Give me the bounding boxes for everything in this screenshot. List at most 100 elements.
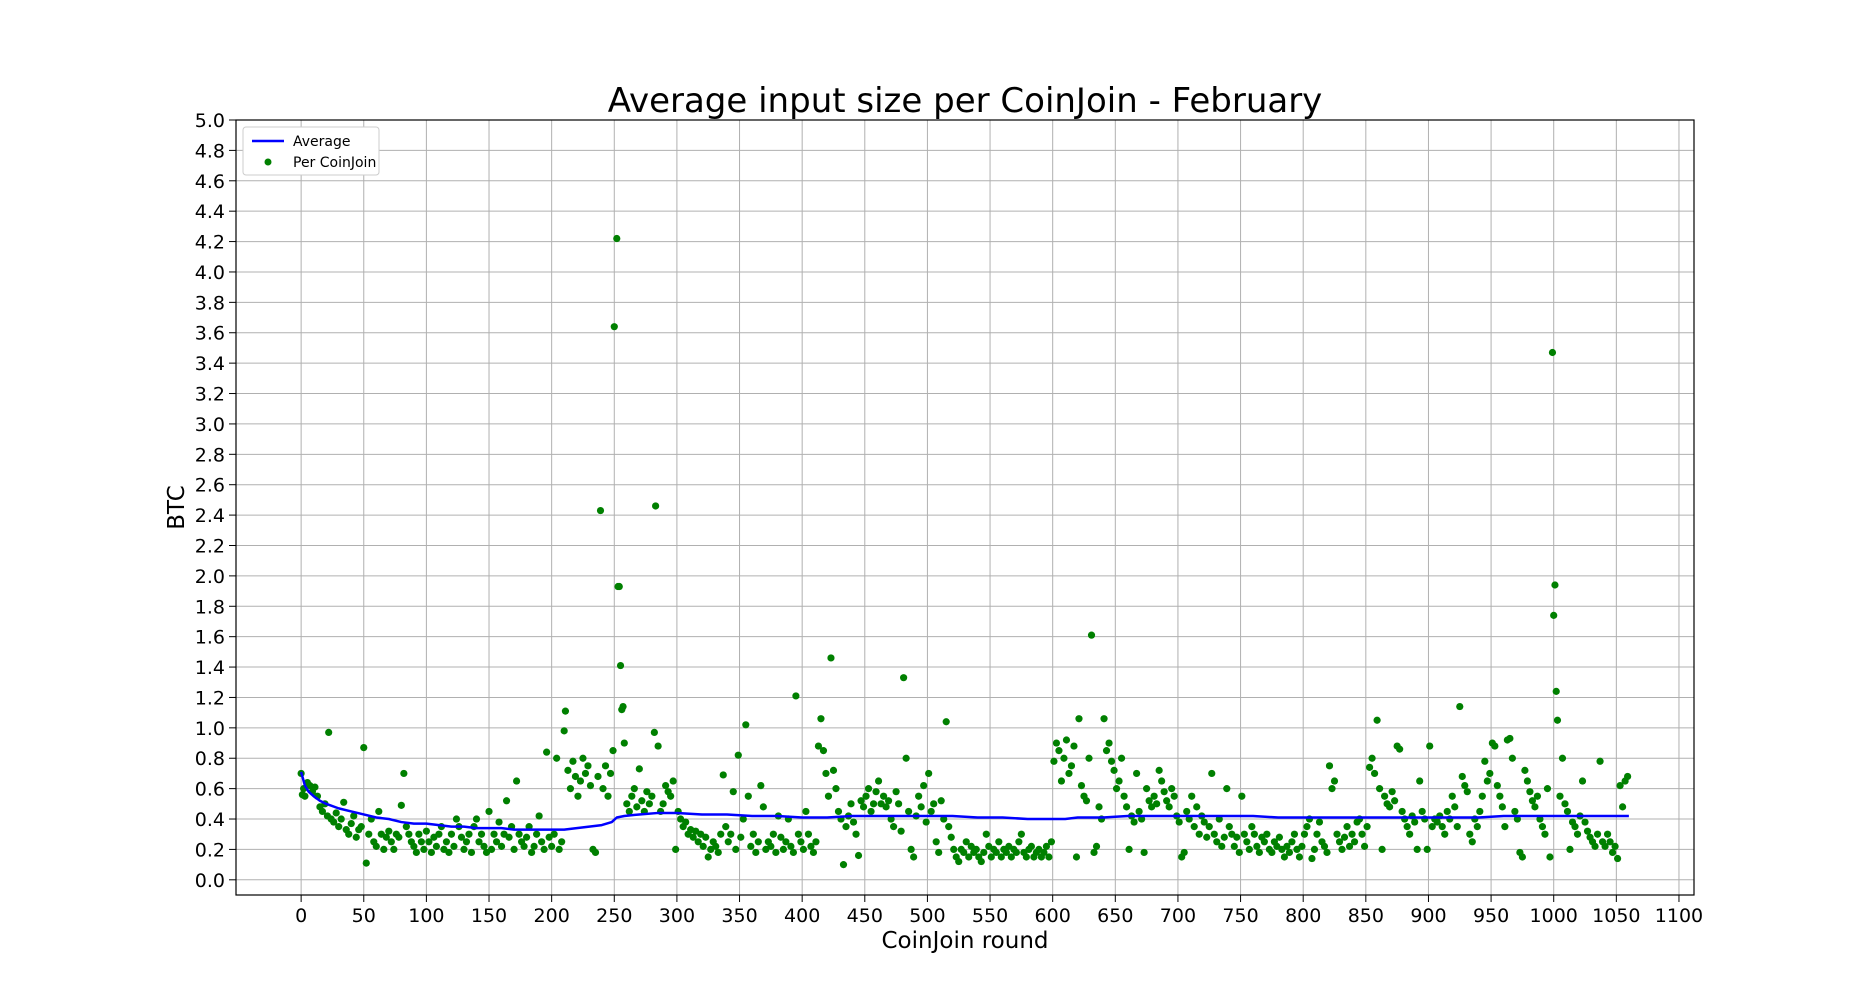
per-coinjoin-point: [1095, 803, 1103, 811]
per-coinjoin-point: [1608, 848, 1617, 857]
per-coinjoin-point: [1143, 785, 1151, 793]
per-coinjoin-point: [1601, 842, 1609, 850]
per-coinjoin-point: [510, 845, 518, 854]
ticks-layer: 0 50 100 150 200 250 300 350 400 450 500 550 600 650 7…: [195, 110, 1703, 927]
y-tick-label: 2.4: [195, 505, 225, 527]
per-coinjoin-point: [1280, 853, 1289, 861]
per-coinjoin-point: [1473, 823, 1481, 831]
per-coinjoin-point: [819, 747, 828, 755]
per-coinjoin-point: [719, 771, 727, 779]
per-coinjoin-point: [350, 812, 358, 820]
per-coinjoin-point: [395, 833, 403, 841]
per-coinjoin-point: [732, 845, 740, 854]
per-coinjoin-point: [1210, 830, 1218, 838]
plot-layer: [297, 234, 1632, 869]
per-coinjoin-point: [917, 803, 925, 811]
per-coinjoin-point: [576, 777, 585, 785]
per-coinjoin-point: [1170, 792, 1178, 800]
per-coinjoin-point: [1320, 842, 1329, 850]
per-coinjoin-point: [1233, 833, 1241, 841]
per-coinjoin-point: [1551, 581, 1559, 589]
per-coinjoin-point: [980, 848, 988, 857]
per-coinjoin-point: [1463, 788, 1471, 796]
per-coinjoin-point: [467, 848, 476, 857]
per-coinjoin-point: [734, 751, 742, 759]
per-coinjoin-point: [1558, 754, 1567, 762]
per-coinjoin-point: [1593, 830, 1602, 838]
y-tick-label: 4.0: [195, 262, 225, 284]
per-coinjoin-point: [1423, 845, 1431, 854]
per-coinjoin-point: [1002, 848, 1010, 857]
y-tick-label: 1.6: [195, 627, 225, 649]
per-coinjoin-point: [1120, 792, 1128, 800]
per-coinjoin-point: [574, 792, 582, 800]
per-coinjoin-point: [1015, 838, 1023, 846]
per-coinjoin-point: [874, 777, 883, 785]
per-coinjoin-point: [1506, 734, 1514, 743]
per-coinjoin-point: [477, 830, 486, 838]
per-coinjoin-point: [1468, 838, 1476, 846]
per-coinjoin-point: [533, 830, 541, 838]
per-coinjoin-point: [872, 788, 880, 796]
per-coinjoin-point: [1328, 785, 1336, 793]
x-tick-label: 800: [1285, 905, 1321, 927]
per-coinjoin-point: [1208, 769, 1216, 778]
per-coinjoin-point: [1255, 848, 1263, 857]
per-coinjoin-point: [1478, 792, 1486, 800]
per-coinjoin-point: [462, 838, 471, 846]
per-coinjoin-point: [1243, 838, 1251, 846]
per-coinjoin-point: [1340, 833, 1349, 841]
per-coinjoin-point: [643, 788, 651, 796]
per-coinjoin-point: [1476, 807, 1484, 816]
per-coinjoin-point: [502, 797, 511, 805]
per-coinjoin-point: [1077, 781, 1086, 790]
y-tick-label: 0.6: [195, 779, 225, 801]
per-coinjoin-point: [854, 851, 863, 860]
per-coinjoin-point: [475, 838, 483, 846]
per-coinjoin-point: [809, 848, 818, 857]
per-coinjoin-point: [804, 830, 813, 838]
y-tick-label: 0.4: [195, 809, 225, 831]
per-coinjoin-point: [1067, 762, 1076, 770]
per-coinjoin-point: [1275, 833, 1283, 841]
per-coinjoin-point: [1188, 792, 1196, 800]
per-coinjoin-point: [1303, 823, 1311, 831]
per-coinjoin-point: [822, 769, 830, 778]
per-coinjoin-point: [397, 801, 405, 809]
per-coinjoin-point: [782, 838, 790, 846]
per-coinjoin-point: [1596, 757, 1604, 765]
per-coinjoin-point: [1235, 848, 1243, 857]
per-coinjoin-point: [802, 807, 810, 816]
per-coinjoin-point: [1115, 777, 1123, 785]
per-coinjoin-point: [1345, 842, 1354, 850]
per-coinjoin-point: [757, 781, 765, 790]
per-coinjoin-point: [1581, 818, 1589, 826]
per-coinjoin-point: [1496, 792, 1504, 800]
per-coinjoin-point: [1213, 838, 1221, 846]
per-coinjoin-point: [992, 848, 1000, 857]
per-coinjoin-point: [520, 842, 528, 850]
per-coinjoin-point: [884, 797, 893, 805]
per-coinjoin-point: [1175, 818, 1183, 826]
per-coinjoin-point: [1619, 803, 1627, 811]
per-coinjoin-point: [1133, 769, 1141, 778]
per-coinjoin-point: [400, 769, 408, 778]
per-coinjoin-point: [749, 830, 757, 838]
per-coinjoin-point: [1057, 777, 1066, 785]
per-coinjoin-point: [987, 853, 995, 861]
per-coinjoin-point: [457, 833, 466, 841]
per-coinjoin-point: [1418, 807, 1426, 816]
x-tick-label: 900: [1410, 905, 1446, 927]
y-tick-label: 4.8: [195, 140, 225, 162]
per-coinjoin-point: [772, 848, 780, 857]
x-tick-label: 100: [408, 905, 444, 927]
per-coinjoin-point: [1117, 754, 1126, 762]
per-coinjoin-point: [1533, 792, 1542, 800]
per-coinjoin-point: [330, 818, 338, 826]
per-coinjoin-point: [1451, 803, 1459, 811]
per-coinjoin-point: [1007, 853, 1015, 861]
y-tick-label: 0.8: [195, 748, 225, 770]
per-coinjoin-point: [659, 800, 667, 808]
x-tick-label: 1000: [1530, 905, 1578, 927]
per-coinjoin-point: [1624, 772, 1632, 781]
